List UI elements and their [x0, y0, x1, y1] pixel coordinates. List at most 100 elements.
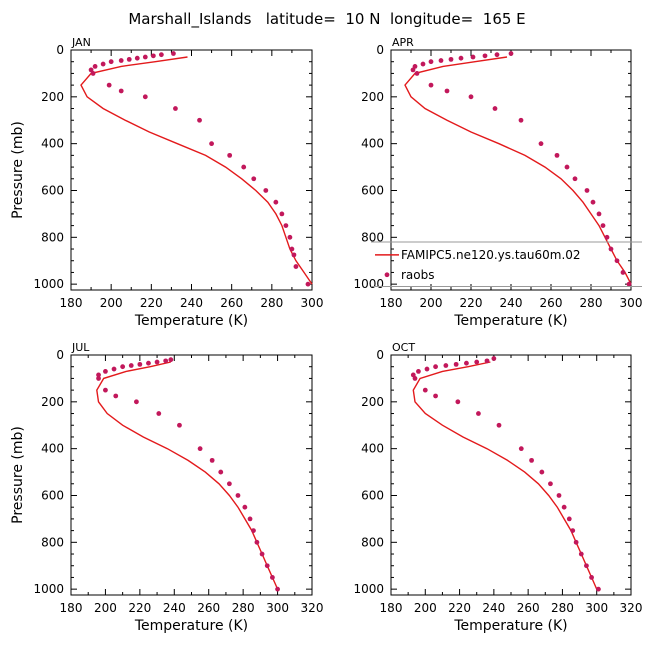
data-point-raobs: [113, 393, 119, 399]
data-point-raobs: [420, 61, 426, 67]
x-tick-label: 220: [460, 296, 483, 310]
y-tick-label: 400: [41, 442, 64, 456]
data-point-raobs: [484, 358, 490, 364]
x-axis-label: Temperature (K): [134, 313, 248, 329]
data-point-raobs: [150, 53, 156, 59]
data-point-raobs: [171, 51, 176, 56]
data-point-raobs: [142, 54, 148, 60]
panel-oct: OCT 180 200 220 240 260 280 300 320 0 200 400 600 800…: [353, 341, 642, 634]
data-point-raobs: [570, 528, 576, 534]
data-point-raobs: [254, 539, 260, 545]
data-point-raobs: [410, 67, 416, 73]
data-point-raobs: [566, 516, 572, 522]
data-point-raobs: [412, 63, 418, 69]
data-point-raobs: [470, 54, 476, 60]
x-tick-label: 300: [266, 601, 289, 615]
data-point-raobs: [90, 71, 96, 76]
x-axis-label: Temperature (K): [453, 313, 567, 329]
data-point-raobs: [251, 176, 257, 182]
x-tick-label: 180: [60, 296, 83, 310]
x-axis-label: Temperature (K): [453, 618, 567, 634]
x-tick-label: 220: [140, 296, 163, 310]
data-point-raobs: [209, 141, 214, 147]
data-point-raobs: [556, 493, 562, 498]
data-point-raobs: [137, 361, 143, 367]
y-tick-label: 1000: [353, 277, 384, 291]
x-tick-label: 220: [448, 601, 471, 615]
data-point-raobs: [455, 399, 461, 405]
data-point-raobs: [242, 504, 248, 510]
data-point-raobs: [494, 52, 500, 58]
y-tick-label: 600: [41, 488, 64, 502]
y-tick-label: 1000: [353, 582, 384, 596]
data-point-raobs: [422, 387, 428, 393]
data-point-raobs: [604, 234, 610, 240]
figure-title: Marshall_Islands latitude= 10 N longitud…: [128, 10, 525, 29]
y-tick-label: 200: [41, 395, 64, 409]
data-point-raobs: [173, 106, 178, 111]
data-point-raobs: [443, 363, 449, 368]
data-point-raobs: [561, 504, 567, 510]
x-tick-label: 260: [197, 601, 220, 615]
data-point-raobs: [518, 446, 524, 452]
data-point-raobs: [508, 51, 514, 56]
x-tick-label: 220: [128, 601, 151, 615]
y-tick-label: 800: [361, 230, 384, 244]
data-point-raobs: [251, 528, 256, 534]
data-point-raobs: [118, 88, 124, 94]
data-point-raobs: [154, 359, 160, 365]
data-point-raobs: [600, 223, 606, 229]
data-point-raobs: [554, 152, 560, 158]
data-point-raobs: [596, 586, 601, 592]
x-tick-label: 280: [232, 601, 255, 615]
data-point-raobs: [287, 234, 293, 240]
data-point-raobs: [168, 357, 174, 363]
data-point-raobs: [428, 59, 434, 65]
data-point-raobs: [464, 360, 469, 366]
x-tick-label: 320: [620, 601, 643, 615]
y-tick-label: 600: [361, 183, 384, 197]
data-point-raobs: [177, 422, 182, 428]
data-point-raobs: [476, 411, 481, 416]
data-point-raobs: [263, 188, 269, 193]
data-point-raobs: [518, 117, 524, 123]
data-point-raobs: [226, 481, 232, 487]
data-point-raobs: [444, 88, 450, 94]
y-tick-label: 0: [56, 348, 64, 362]
data-point-raobs: [626, 281, 632, 287]
y-axis-label: Pressure (mb): [10, 426, 26, 524]
x-tick-label: 300: [620, 296, 643, 310]
data-point-raobs: [572, 176, 578, 182]
data-point-raobs: [283, 223, 289, 229]
y-tick-label: 0: [376, 43, 384, 57]
data-point-raobs: [584, 188, 590, 193]
data-point-raobs: [241, 164, 247, 170]
data-point-raobs: [416, 368, 421, 374]
data-point-raobs: [111, 366, 117, 372]
data-point-raobs: [448, 56, 454, 62]
series-line-model: [80, 56, 313, 285]
panel-title: JAN: [71, 36, 91, 49]
series-line-model: [412, 361, 598, 590]
panels: JAN 180 200 220 240 260 280 300 0 200 400 600 800 100…: [10, 36, 642, 634]
y-tick-label: 200: [361, 395, 384, 409]
data-point-raobs: [291, 252, 297, 258]
y-tick-label: 800: [41, 535, 64, 549]
data-point-raobs: [209, 457, 215, 463]
data-point-raobs: [482, 53, 488, 59]
x-tick-label: 260: [540, 296, 563, 310]
y-tick-label: 400: [41, 137, 64, 151]
y-tick-label: 200: [361, 90, 384, 104]
data-point-raobs: [433, 393, 438, 399]
data-point-raobs: [584, 563, 589, 569]
x-tick-label: 200: [100, 296, 123, 310]
data-point-raobs: [289, 246, 295, 252]
data-point-raobs: [100, 61, 106, 67]
series-line-model: [96, 361, 279, 590]
data-point-raobs: [573, 539, 579, 545]
data-point-raobs: [156, 411, 162, 416]
data-point-raobs: [438, 58, 444, 63]
data-point-raobs: [96, 372, 101, 378]
data-point-raobs: [414, 71, 420, 76]
